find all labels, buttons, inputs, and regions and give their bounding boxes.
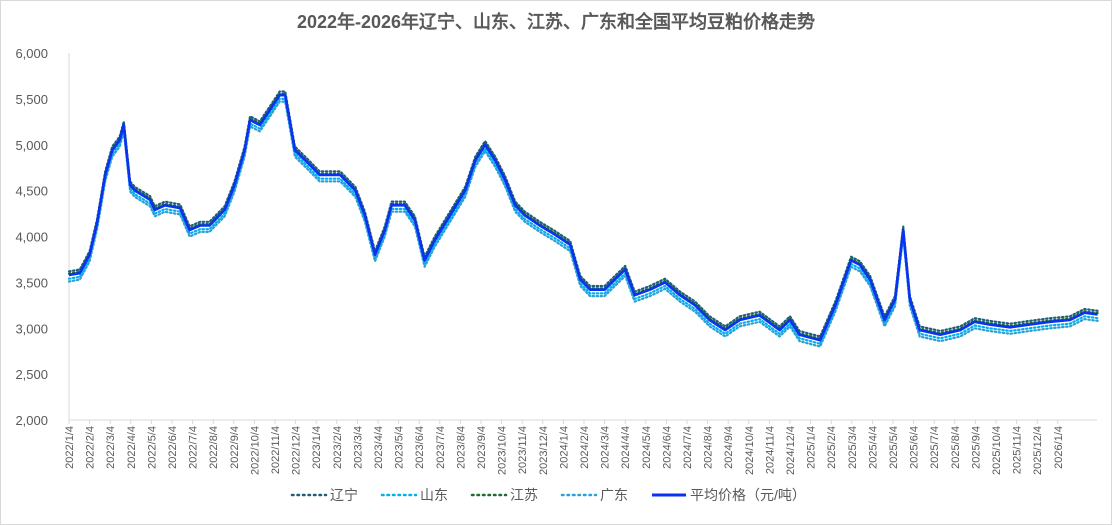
x-tick-label: 2023/12/4 [538, 426, 550, 475]
legend-label: 江苏 [510, 487, 538, 503]
x-tick-label: 2025/10/4 [991, 426, 1003, 475]
x-tick-label: 2022/7/4 [188, 426, 200, 469]
x-tick-label: 2024/4/4 [620, 426, 632, 469]
x-tick-label: 2022/2/4 [85, 426, 97, 469]
x-tick-label: 2022/9/4 [229, 426, 241, 469]
y-axis: 2,000 2,500 3,000 3,500 4,000 4,500 5,000 5,500… [15, 46, 70, 428]
series-line-3 [67, 100, 1099, 348]
x-tick-label: 2025/8/4 [950, 426, 962, 469]
series-line-1 [67, 97, 1099, 345]
x-tick-label: 2025/5/4 [888, 426, 900, 469]
x-tick-label: 2024/9/4 [723, 426, 735, 469]
y-tick-label: 3,500 [15, 275, 48, 290]
x-tick-label: 2023/9/4 [476, 426, 488, 469]
x-tick-label: 2022/5/4 [146, 426, 158, 469]
x-tick-label: 2022/4/4 [126, 426, 138, 469]
x-tick-label: 2024/7/4 [682, 426, 694, 469]
x-tick-label: 2022/10/4 [249, 426, 261, 475]
legend-label: 广东 [600, 487, 628, 503]
x-tick-label: 2022/8/4 [208, 426, 220, 469]
x-tick-label: 2022/6/4 [167, 426, 179, 469]
x-tick-label: 2022/11/4 [270, 426, 282, 474]
legend-label: 山东 [420, 487, 448, 503]
x-tick-label: 2024/5/4 [641, 426, 653, 469]
x-tick-label: 2025/4/4 [867, 426, 879, 469]
x-tick-label: 2024/6/4 [661, 426, 673, 469]
x-tick-label: 2023/2/4 [332, 426, 344, 469]
legend-label: 辽宁 [330, 487, 358, 503]
y-tick-label: 5,500 [15, 92, 48, 107]
x-tick-label: 2023/10/4 [497, 426, 509, 475]
legend: 辽宁 山东 江苏 广东 平均价格（元/吨） [290, 487, 806, 503]
x-tick-label: 2024/3/4 [600, 426, 612, 469]
x-tick-label: 2024/8/4 [703, 426, 715, 469]
y-tick-label: 6,000 [15, 46, 48, 61]
x-tick-label: 2024/11/4 [764, 426, 776, 474]
x-tick-label: 2025/12/4 [1032, 426, 1044, 475]
x-tick-label: 2025/1/4 [806, 426, 818, 469]
x-tick-label: 2023/3/4 [352, 426, 364, 469]
x-tick-label: 2026/1/4 [1053, 426, 1065, 469]
x-tick-label: 2025/6/4 [909, 426, 921, 469]
x-tick-label: 2025/11/4 [1012, 426, 1024, 474]
plot-area [67, 90, 1099, 348]
legend-label: 平均价格（元/吨） [690, 487, 806, 503]
series-line-4 [68, 93, 1098, 342]
x-tick-label: 2023/11/4 [517, 426, 529, 474]
x-tick-label: 2025/2/4 [826, 426, 838, 469]
x-tick-label: 2023/8/4 [455, 426, 467, 469]
x-tick-label: 2023/6/4 [414, 426, 426, 469]
x-tick-label: 2024/2/4 [579, 426, 591, 469]
chart-title: 2022年-2026年辽宁、山东、江苏、广东和全国平均豆粕价格走势 [297, 11, 815, 32]
y-tick-label: 2,500 [15, 367, 48, 382]
y-tick-label: 3,000 [15, 321, 48, 336]
x-tick-label: 2023/1/4 [311, 426, 323, 469]
y-tick-label: 4,000 [15, 230, 48, 245]
x-tick-label: 2023/5/4 [394, 426, 406, 469]
y-tick-label: 4,500 [15, 184, 48, 199]
x-tick-label: 2022/3/4 [105, 426, 117, 469]
x-tick-label: 2025/3/4 [847, 426, 859, 469]
x-tick-label: 2025/7/4 [929, 426, 941, 469]
x-tick-label: 2024/1/4 [558, 426, 570, 469]
x-tick-label: 2023/4/4 [373, 426, 385, 469]
x-tick-label: 2025/9/4 [970, 426, 982, 469]
x-tick-label: 2022/1/4 [64, 426, 76, 469]
x-axis: 2022/1/4 2022/2/4 2022/3/4 2022/4/4 2022/5/4… [64, 419, 1097, 475]
y-tick-label: 5,000 [15, 138, 48, 153]
y-tick-label: 2,000 [15, 413, 48, 428]
x-tick-label: 2024/12/4 [785, 426, 797, 475]
x-tick-label: 2022/12/4 [291, 426, 303, 475]
x-tick-label: 2024/10/4 [744, 426, 756, 475]
x-tick-label: 2023/7/4 [435, 426, 447, 469]
